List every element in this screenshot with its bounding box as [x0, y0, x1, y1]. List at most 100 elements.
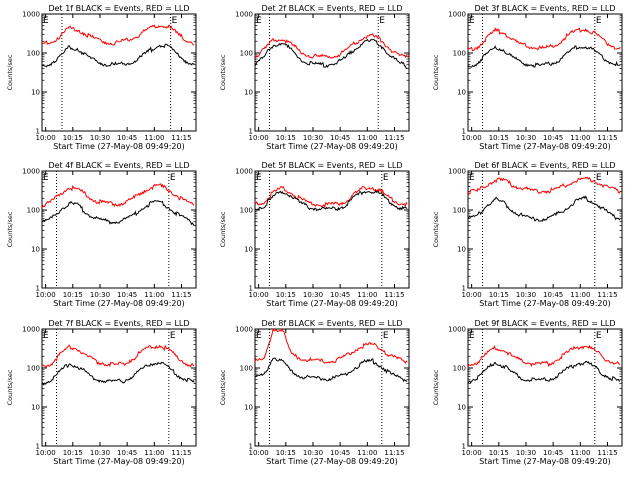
x-tick-label: 10:30	[303, 291, 323, 299]
x-tick-label: 10:15	[63, 449, 83, 457]
lld-series-line	[41, 183, 195, 209]
panel-title: Det 1f BLACK = Events, RED = LLD	[48, 4, 189, 13]
y-tick-label: 10	[31, 89, 40, 97]
panel-title: Det 8f BLACK = Events, RED = LLD	[261, 319, 402, 328]
panel-title: Det 2f BLACK = Events, RED = LLD	[261, 4, 402, 13]
x-tick-label: 10:30	[303, 134, 323, 142]
panel-det-8f: Det 8f BLACK = Events, RED = LLD 1 10 100 10…	[219, 319, 410, 466]
y-tick-label: 1000	[235, 168, 253, 176]
y-tick-label: 100	[27, 207, 40, 215]
x-tick-label: 11:15	[384, 291, 404, 299]
x-tick-label: 10:00	[36, 291, 56, 299]
y-tick-label: 10	[244, 246, 253, 254]
panel-title: Det 5f BLACK = Events, RED = LLD	[261, 161, 402, 170]
panel-det-9f: Det 9f BLACK = Events, RED = LLD 1 10 100 10…	[432, 319, 623, 466]
y-tick-label: 100	[27, 365, 40, 373]
x-tick-label: 10:45	[117, 291, 137, 299]
y-tick-label: 10	[31, 246, 40, 254]
y-tick-label: 10	[457, 246, 466, 254]
x-tick-label: 10:30	[90, 291, 110, 299]
y-axis-label: Counts/sec	[6, 369, 14, 405]
y-tick-label: 10	[31, 404, 40, 412]
lld-series-line	[254, 327, 408, 364]
marker-label: E	[170, 331, 176, 341]
y-tick-label: 1	[462, 128, 466, 136]
y-axis-label: Counts/sec	[219, 369, 227, 405]
x-tick-label: 10:30	[516, 449, 536, 457]
y-tick-label: 10	[244, 89, 253, 97]
marker-label: E	[172, 16, 178, 26]
x-axis-label: Start Time (27-May-08 09:49:20)	[266, 299, 397, 308]
marker-label: E	[383, 173, 389, 183]
events-series-line	[467, 45, 621, 68]
panel-title: Det 3f BLACK = Events, RED = LLD	[474, 4, 615, 13]
y-axis-label: Counts/sec	[432, 54, 440, 90]
x-tick-label: 10:15	[489, 134, 509, 142]
y-axis-label: Counts/sec	[432, 369, 440, 405]
marker-label-left: E	[256, 331, 262, 341]
marker-label-left: E	[43, 331, 49, 341]
x-axis-label: Start Time (27-May-08 09:49:20)	[53, 142, 184, 151]
lld-series-line	[41, 24, 195, 46]
panel-det-2f: Det 2f BLACK = Events, RED = LLD 1 10 100 10…	[219, 4, 410, 151]
y-tick-label: 1000	[448, 168, 466, 176]
x-tick-label: 10:30	[303, 449, 323, 457]
lld-series-line	[254, 33, 408, 59]
y-axis-label: Counts/sec	[6, 211, 14, 247]
y-axis-label: Counts/sec	[219, 211, 227, 247]
events-series-line	[467, 195, 621, 222]
x-tick-label: 10:15	[276, 291, 296, 299]
x-tick-label: 11:00	[570, 134, 590, 142]
y-tick-label: 100	[453, 207, 466, 215]
plot-frame	[254, 328, 410, 447]
y-tick-label: 100	[240, 207, 253, 215]
y-tick-label: 1	[249, 285, 253, 293]
lld-series-line	[254, 185, 408, 209]
marker-label: E	[596, 331, 602, 341]
x-tick-label: 10:45	[330, 291, 350, 299]
x-tick-label: 10:30	[516, 291, 536, 299]
x-axis-label: Start Time (27-May-08 09:49:20)	[479, 142, 610, 151]
y-tick-label: 1	[36, 443, 40, 451]
events-series-line	[41, 43, 195, 68]
y-tick-label: 1	[462, 285, 466, 293]
x-tick-label: 10:15	[276, 449, 296, 457]
y-tick-label: 1000	[22, 326, 40, 334]
x-tick-label: 11:00	[144, 449, 164, 457]
y-tick-label: 10	[457, 89, 466, 97]
plot-frame	[41, 170, 197, 289]
x-tick-label: 11:15	[384, 449, 404, 457]
x-tick-label: 10:30	[516, 134, 536, 142]
plot-frame	[467, 170, 623, 289]
x-tick-label: 10:00	[36, 134, 56, 142]
x-tick-label: 10:15	[489, 449, 509, 457]
events-series-line	[254, 190, 408, 212]
y-tick-label: 1	[36, 285, 40, 293]
x-axis-label: Start Time (27-May-08 09:49:20)	[266, 457, 397, 466]
lld-series-line	[41, 344, 195, 369]
y-tick-label: 1000	[448, 326, 466, 334]
y-tick-label: 1000	[22, 168, 40, 176]
x-tick-label: 10:45	[117, 449, 137, 457]
marker-label-left: E	[43, 173, 49, 183]
x-axis-label: Start Time (27-May-08 09:49:20)	[53, 299, 184, 308]
marker-label-left: E	[256, 16, 262, 26]
marker-label: E	[596, 16, 602, 26]
y-tick-label: 10	[244, 404, 253, 412]
y-tick-label: 10	[457, 404, 466, 412]
marker-label: E	[383, 331, 389, 341]
panel-det-6f: Det 6f BLACK = Events, RED = LLD 1 10 100 10…	[432, 161, 623, 308]
plot-frame	[254, 170, 410, 289]
x-tick-label: 11:15	[171, 134, 191, 142]
marker-label-left: E	[256, 173, 262, 183]
panel-title: Det 7f BLACK = Events, RED = LLD	[48, 319, 189, 328]
y-tick-label: 1000	[235, 326, 253, 334]
y-tick-label: 100	[240, 365, 253, 373]
x-tick-label: 10:45	[117, 134, 137, 142]
x-tick-label: 10:30	[90, 134, 110, 142]
x-tick-label: 10:15	[489, 291, 509, 299]
events-series-line	[254, 357, 408, 383]
panel-det-3f: Det 3f BLACK = Events, RED = LLD 1 10 100 10…	[432, 4, 623, 151]
x-tick-label: 10:00	[249, 134, 269, 142]
